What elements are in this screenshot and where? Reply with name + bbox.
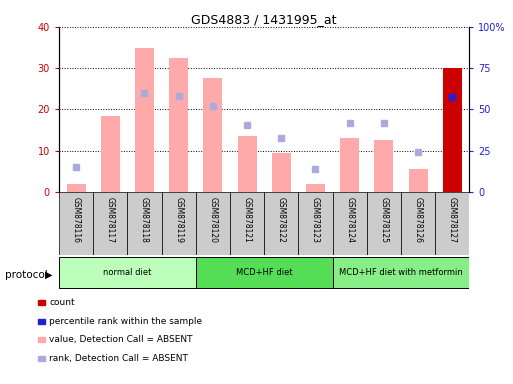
Text: GSM878121: GSM878121	[243, 197, 251, 243]
Text: GSM878124: GSM878124	[345, 197, 354, 243]
Text: GSM878116: GSM878116	[72, 197, 81, 243]
Text: GSM878119: GSM878119	[174, 197, 183, 243]
Text: protocol: protocol	[5, 270, 48, 280]
Bar	[443, 68, 462, 192]
Text: MCD+HF diet with metformin: MCD+HF diet with metformin	[339, 268, 463, 277]
FancyBboxPatch shape	[332, 192, 367, 255]
Text: MCD+HF diet: MCD+HF diet	[236, 268, 292, 277]
Text: GSM878120: GSM878120	[208, 197, 218, 243]
Text: GSM878127: GSM878127	[448, 197, 457, 243]
Bar	[204, 78, 222, 192]
Text: GSM878126: GSM878126	[413, 197, 423, 243]
Bar	[101, 116, 120, 192]
Text: GSM878125: GSM878125	[380, 197, 388, 243]
FancyBboxPatch shape	[299, 192, 332, 255]
FancyBboxPatch shape	[196, 192, 230, 255]
FancyBboxPatch shape	[332, 257, 469, 288]
Bar	[67, 184, 86, 192]
FancyBboxPatch shape	[162, 192, 196, 255]
Bar	[272, 153, 291, 192]
Text: GSM878122: GSM878122	[277, 197, 286, 243]
Text: count: count	[49, 298, 75, 307]
Text: GSM878123: GSM878123	[311, 197, 320, 243]
Text: GSM878118: GSM878118	[140, 197, 149, 243]
FancyBboxPatch shape	[230, 192, 264, 255]
Text: percentile rank within the sample: percentile rank within the sample	[49, 317, 202, 326]
Text: ▶: ▶	[45, 270, 52, 280]
Bar	[135, 48, 154, 192]
FancyBboxPatch shape	[401, 192, 435, 255]
Text: value, Detection Call = ABSENT: value, Detection Call = ABSENT	[49, 335, 193, 344]
FancyBboxPatch shape	[264, 192, 299, 255]
Bar	[374, 141, 393, 192]
Text: normal diet: normal diet	[103, 268, 151, 277]
Text: GSM878117: GSM878117	[106, 197, 115, 243]
FancyBboxPatch shape	[93, 192, 127, 255]
Bar	[340, 138, 359, 192]
Bar	[409, 169, 427, 192]
FancyBboxPatch shape	[367, 192, 401, 255]
Bar	[443, 68, 462, 192]
Title: GDS4883 / 1431995_at: GDS4883 / 1431995_at	[191, 13, 337, 26]
FancyBboxPatch shape	[59, 257, 196, 288]
Text: rank, Detection Call = ABSENT: rank, Detection Call = ABSENT	[49, 354, 188, 362]
FancyBboxPatch shape	[196, 257, 332, 288]
FancyBboxPatch shape	[435, 192, 469, 255]
Bar	[169, 58, 188, 192]
FancyBboxPatch shape	[59, 192, 93, 255]
FancyBboxPatch shape	[127, 192, 162, 255]
Bar	[238, 136, 256, 192]
Bar	[306, 184, 325, 192]
